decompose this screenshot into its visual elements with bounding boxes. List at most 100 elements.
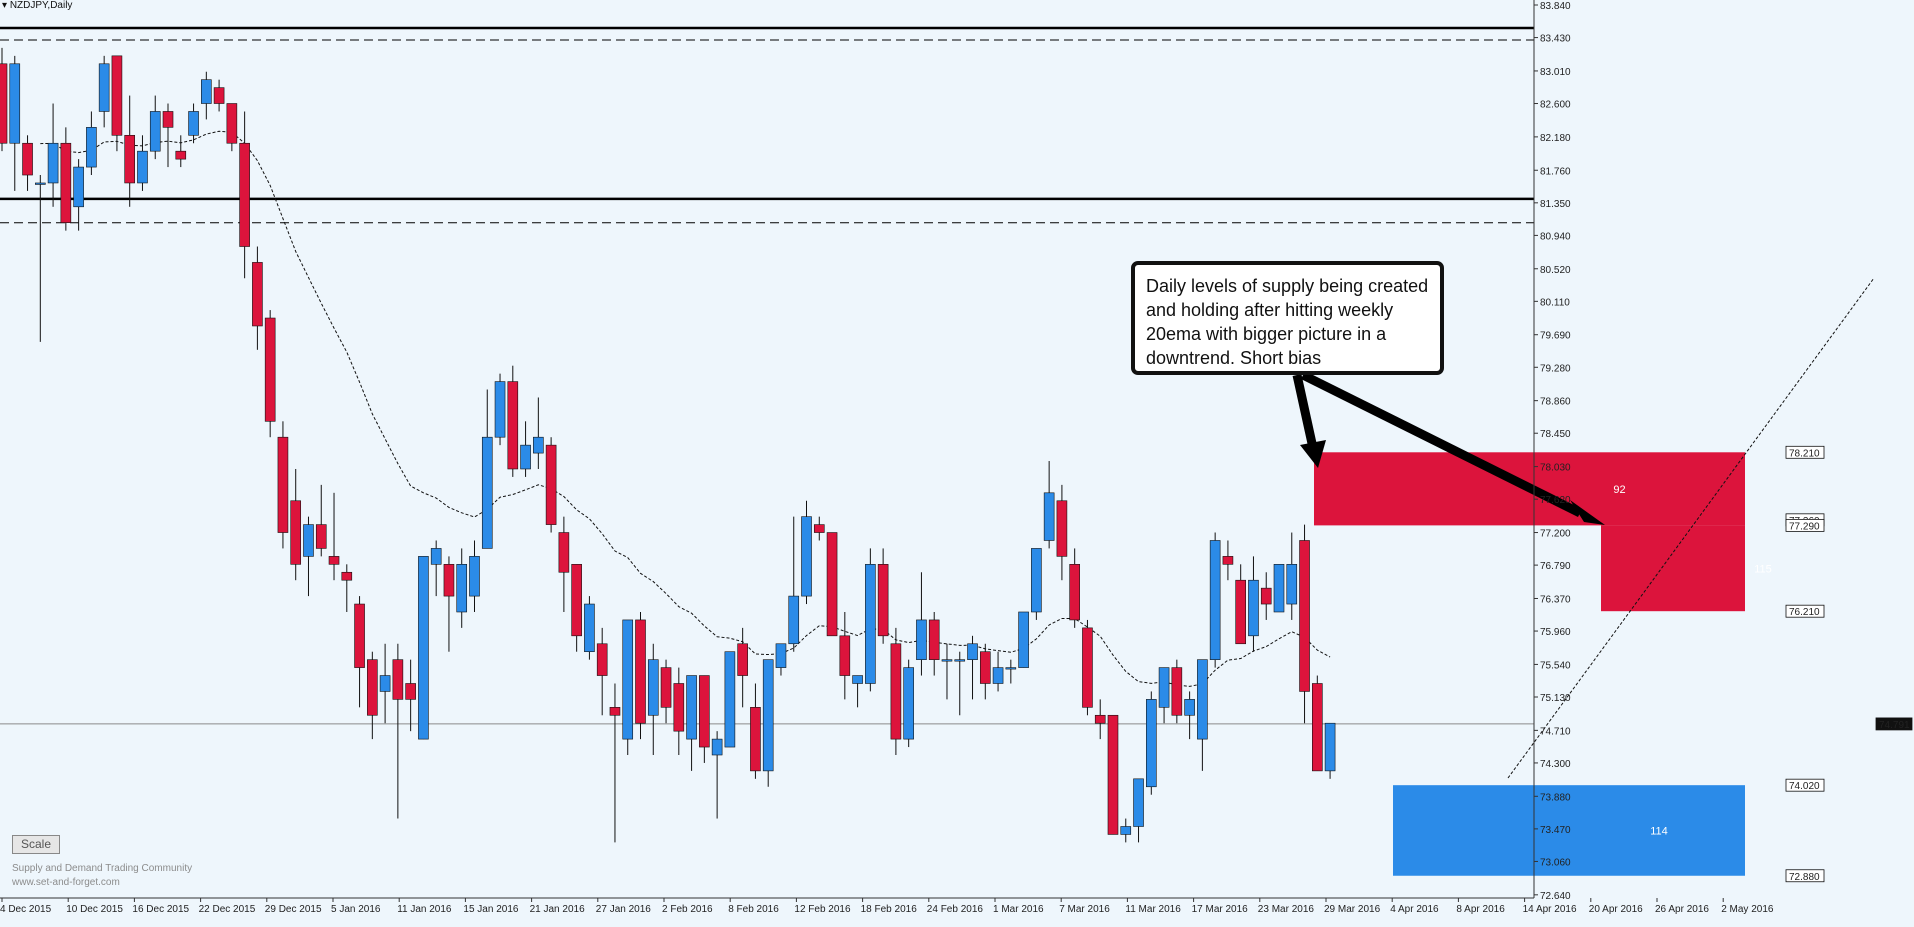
community-name: Supply and Demand Trading Community xyxy=(12,863,193,874)
candle-body-32 xyxy=(392,659,404,700)
y-tick-label-4: 82.600 xyxy=(1540,100,1571,111)
candle-body-88 xyxy=(1107,714,1119,835)
candle-body-49 xyxy=(609,707,621,716)
scale-button[interactable]: Scale xyxy=(12,835,60,854)
candle-body-20 xyxy=(239,142,250,247)
candle-body-98 xyxy=(1235,579,1246,645)
candle-body-103 xyxy=(1299,540,1310,692)
candle-body-61 xyxy=(762,659,774,772)
price-tag-box-7 xyxy=(1785,869,1825,883)
price-tag-label-5: 74.791 xyxy=(1879,720,1910,731)
candle-body-57 xyxy=(711,738,723,756)
zone-label-2: 115 xyxy=(1754,563,1772,575)
y-tick-label-14: 78.450 xyxy=(1540,429,1571,440)
candle-body-93 xyxy=(1171,667,1183,716)
zone-demand-3 xyxy=(1393,785,1745,876)
candle-body-21 xyxy=(252,262,263,327)
zone-label-1: 92 xyxy=(1613,484,1625,496)
annotation-callout: Daily levels of supply being created and… xyxy=(1131,261,1444,375)
candle-body-75 xyxy=(941,659,953,662)
x-tick-label-12: 8 Feb 2016 xyxy=(728,904,779,915)
candle-body-3 xyxy=(22,142,33,176)
horizontal-levels xyxy=(0,26,1534,725)
x-tick-label-2: 10 Dec 2015 xyxy=(66,904,123,915)
candle-body-86 xyxy=(1082,627,1093,708)
candle-body-58 xyxy=(724,651,736,748)
y-tick-label-11: 79.690 xyxy=(1540,331,1571,342)
y-tick-label-26: 73.470 xyxy=(1540,825,1571,836)
symbol-label: NZDJPY,Daily xyxy=(9,0,73,11)
y-tick-label-9: 80.520 xyxy=(1540,265,1571,276)
candle-body-71 xyxy=(890,643,902,740)
x-tick-label-21: 29 Mar 2016 xyxy=(1324,904,1381,915)
y-tick-label-10: 80.110 xyxy=(1540,297,1570,308)
y-tick-label-17: 77.200 xyxy=(1540,529,1571,540)
candle-body-26 xyxy=(315,524,327,549)
y-tick-label-7: 81.350 xyxy=(1540,199,1571,210)
y-tick-label-13: 78.860 xyxy=(1540,397,1571,408)
x-tick-label-5: 29 Dec 2015 xyxy=(265,904,322,915)
candle-body-15 xyxy=(175,150,187,160)
y-tick-label-24: 74.300 xyxy=(1540,759,1571,770)
y-tick-label-3: 83.010 xyxy=(1540,67,1571,78)
candle-body-9 xyxy=(98,63,110,112)
candle-body-10 xyxy=(111,55,123,136)
zones: 92 115 114 xyxy=(1314,452,1772,876)
candle-body-43 xyxy=(533,436,544,454)
x-tick-label-11: 2 Feb 2016 xyxy=(662,904,713,915)
candle-body-104 xyxy=(1312,683,1323,772)
candle-body-101 xyxy=(1273,564,1285,613)
candle-body-47 xyxy=(584,603,595,653)
candle-body-46 xyxy=(571,564,582,637)
candle-body-36 xyxy=(443,564,455,597)
candle-body-24 xyxy=(290,500,302,565)
y-tick-label-21: 75.540 xyxy=(1540,660,1571,671)
y-tick-label-2: 83.430 xyxy=(1540,34,1571,45)
x-tick-label-22: 4 Apr 2016 xyxy=(1390,904,1439,915)
candle-body-66 xyxy=(826,532,838,637)
candle-body-39 xyxy=(481,436,493,549)
candle-body-83 xyxy=(1043,492,1055,541)
x-tick-label-24: 14 Apr 2016 xyxy=(1523,904,1577,915)
candle-body-1 xyxy=(0,63,8,144)
x-tick-label-7: 11 Jan 2016 xyxy=(397,904,452,915)
candle-body-102 xyxy=(1286,564,1298,605)
candle-body-22 xyxy=(264,317,276,422)
candle-body-82 xyxy=(1031,548,1042,613)
collapse-triangle-icon[interactable]: ▾ xyxy=(2,0,10,11)
candle-body-99 xyxy=(1248,579,1259,637)
candle-body-4 xyxy=(35,182,46,185)
candle-body-70 xyxy=(877,564,889,637)
y-tick-label-20: 75.960 xyxy=(1540,627,1571,638)
y-tick-label-8: 80.940 xyxy=(1540,231,1571,242)
community-watermark: Supply and Demand Trading Community www.… xyxy=(12,862,192,890)
candle-body-91 xyxy=(1146,699,1157,788)
candle-body-6 xyxy=(60,142,72,223)
candle-body-76 xyxy=(954,659,966,662)
candle-body-90 xyxy=(1133,778,1144,827)
candle-body-62 xyxy=(775,643,787,668)
price-tag-label-1: 78.210 xyxy=(1789,448,1820,459)
x-tick-label-18: 11 Mar 2016 xyxy=(1125,904,1181,915)
candle-body-12 xyxy=(137,150,148,184)
candle-body-52 xyxy=(647,659,659,716)
price-tag-label-7: 72.880 xyxy=(1789,872,1820,883)
candle-body-40 xyxy=(494,381,506,438)
candle-body-74 xyxy=(928,619,940,660)
candle-body-33 xyxy=(405,683,416,700)
trendline xyxy=(1507,277,1875,779)
candle-body-69 xyxy=(865,564,876,684)
candle-body-96 xyxy=(1209,540,1221,660)
x-tick-label-4: 22 Dec 2015 xyxy=(199,904,256,915)
candle-body-14 xyxy=(162,111,174,128)
y-tick-label-27: 73.060 xyxy=(1540,857,1571,868)
candle-body-85 xyxy=(1069,564,1080,621)
candle-body-53 xyxy=(660,667,672,708)
x-tick-label-9: 21 Jan 2016 xyxy=(530,904,585,915)
candle-body-79 xyxy=(992,667,1004,684)
x-tick-label-3: 16 Dec 2015 xyxy=(132,904,189,915)
price-tag-label-3: 77.290 xyxy=(1789,521,1820,532)
